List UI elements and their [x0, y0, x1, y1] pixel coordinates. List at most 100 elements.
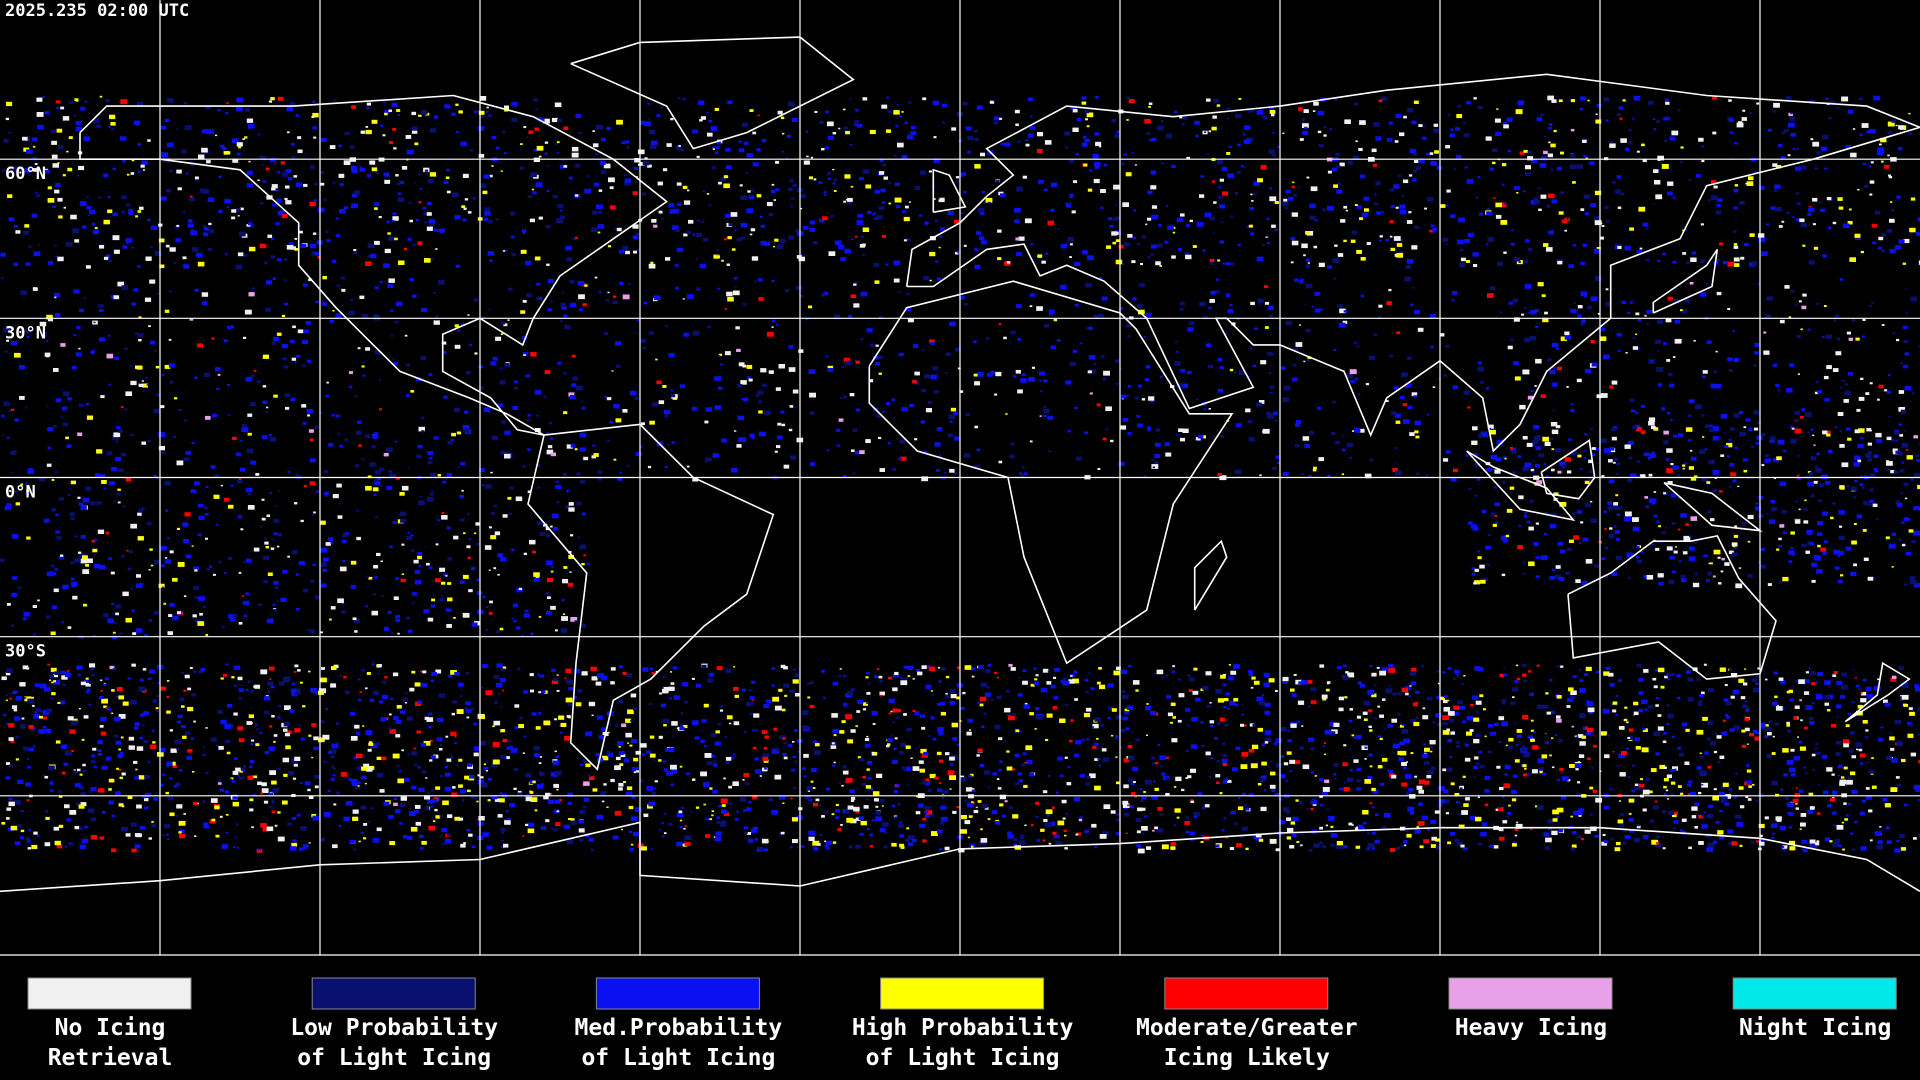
icing-speck — [1443, 722, 1448, 726]
icing-speck — [336, 722, 339, 725]
icing-speck — [699, 119, 703, 122]
icing-speck — [734, 818, 739, 821]
icing-speck — [419, 834, 424, 838]
icing-speck — [1802, 244, 1806, 247]
icing-speck — [85, 677, 89, 680]
icing-speck — [122, 160, 126, 163]
icing-speck — [1474, 666, 1481, 671]
icing-speck — [1845, 145, 1851, 149]
icing-speck — [882, 163, 887, 167]
icing-speck — [349, 840, 355, 844]
icing-speck — [1330, 832, 1338, 838]
icing-speck — [136, 804, 142, 809]
icing-speck — [1045, 738, 1049, 742]
icing-speck — [956, 696, 960, 700]
icing-speck — [809, 681, 814, 684]
icing-speck — [86, 688, 91, 692]
icing-speck — [54, 671, 60, 675]
icing-speck — [968, 815, 973, 818]
icing-speck — [1579, 741, 1586, 746]
icing-speck — [1017, 140, 1021, 143]
icing-speck — [1050, 684, 1056, 689]
icing-speck — [1771, 823, 1778, 828]
icing-speck — [1033, 667, 1037, 670]
icing-speck — [566, 679, 574, 685]
icing-speck — [626, 673, 633, 678]
icing-speck — [1150, 711, 1157, 716]
icing-speck — [97, 749, 102, 752]
icing-speck — [592, 210, 598, 215]
icing-speck — [77, 175, 80, 177]
icing-speck — [467, 211, 472, 214]
icing-speck — [1865, 787, 1870, 790]
icing-speck — [496, 663, 503, 668]
icing-speck — [1291, 185, 1295, 188]
icing-speck — [1044, 140, 1052, 145]
icing-speck — [1282, 201, 1289, 207]
icing-speck — [1458, 824, 1465, 829]
icing-speck — [563, 824, 570, 829]
icing-speck — [1382, 698, 1386, 701]
icing-speck — [754, 769, 762, 774]
icing-speck — [507, 746, 514, 750]
icing-speck — [1122, 263, 1125, 265]
icing-speck — [78, 165, 85, 171]
icing-speck — [1209, 258, 1215, 263]
icing-speck — [1269, 187, 1273, 190]
icing-speck — [0, 252, 6, 257]
icing-speck — [1588, 711, 1593, 715]
icing-speck — [1895, 776, 1900, 779]
icing-speck — [813, 740, 817, 744]
icing-speck — [1342, 762, 1348, 767]
icing-speck — [1210, 757, 1214, 760]
icing-speck — [1022, 669, 1027, 672]
icing-speck — [1144, 119, 1151, 124]
icing-speck — [240, 207, 244, 211]
icing-speck — [1879, 826, 1882, 828]
icing-speck — [997, 257, 1002, 261]
icing-speck — [1832, 674, 1837, 677]
icing-speck — [1682, 252, 1687, 255]
icing-speck — [588, 838, 594, 842]
icing-speck — [1842, 848, 1845, 851]
icing-speck — [691, 677, 695, 680]
icing-speck — [291, 155, 296, 159]
icing-speck — [583, 781, 590, 786]
icing-speck — [1333, 184, 1338, 188]
icing-speck — [872, 819, 875, 822]
icing-speck — [894, 737, 898, 740]
icing-speck — [635, 232, 640, 236]
icing-speck — [1857, 188, 1860, 191]
icing-speck — [809, 704, 815, 709]
icing-speck — [283, 773, 288, 777]
icing-speck — [236, 106, 243, 112]
icing-speck — [1184, 252, 1190, 256]
icing-speck — [795, 760, 798, 763]
icing-speck — [867, 682, 871, 685]
icing-speck — [355, 731, 361, 735]
icing-speck — [121, 772, 126, 776]
icing-speck — [1894, 245, 1902, 250]
icing-speck — [618, 750, 625, 755]
icing-speck — [1243, 125, 1251, 130]
icing-speck — [574, 194, 579, 197]
icing-speck — [160, 197, 163, 199]
icing-speck — [1356, 715, 1362, 719]
icing-speck — [425, 777, 428, 779]
icing-speck — [1522, 673, 1527, 677]
icing-speck — [531, 712, 537, 716]
icing-speck — [81, 738, 85, 741]
icing-speck — [88, 808, 95, 813]
icing-speck — [539, 155, 542, 158]
icing-speck — [931, 831, 938, 836]
icing-speck — [707, 761, 713, 765]
icing-speck — [174, 739, 182, 744]
icing-speck — [255, 743, 260, 747]
icing-speck — [1657, 260, 1661, 263]
icing-speck — [415, 701, 422, 706]
icing-speck — [1744, 668, 1747, 670]
icing-speck — [863, 702, 868, 706]
icing-speck — [1119, 746, 1122, 749]
icing-speck — [763, 704, 769, 709]
icing-speck — [25, 837, 31, 841]
